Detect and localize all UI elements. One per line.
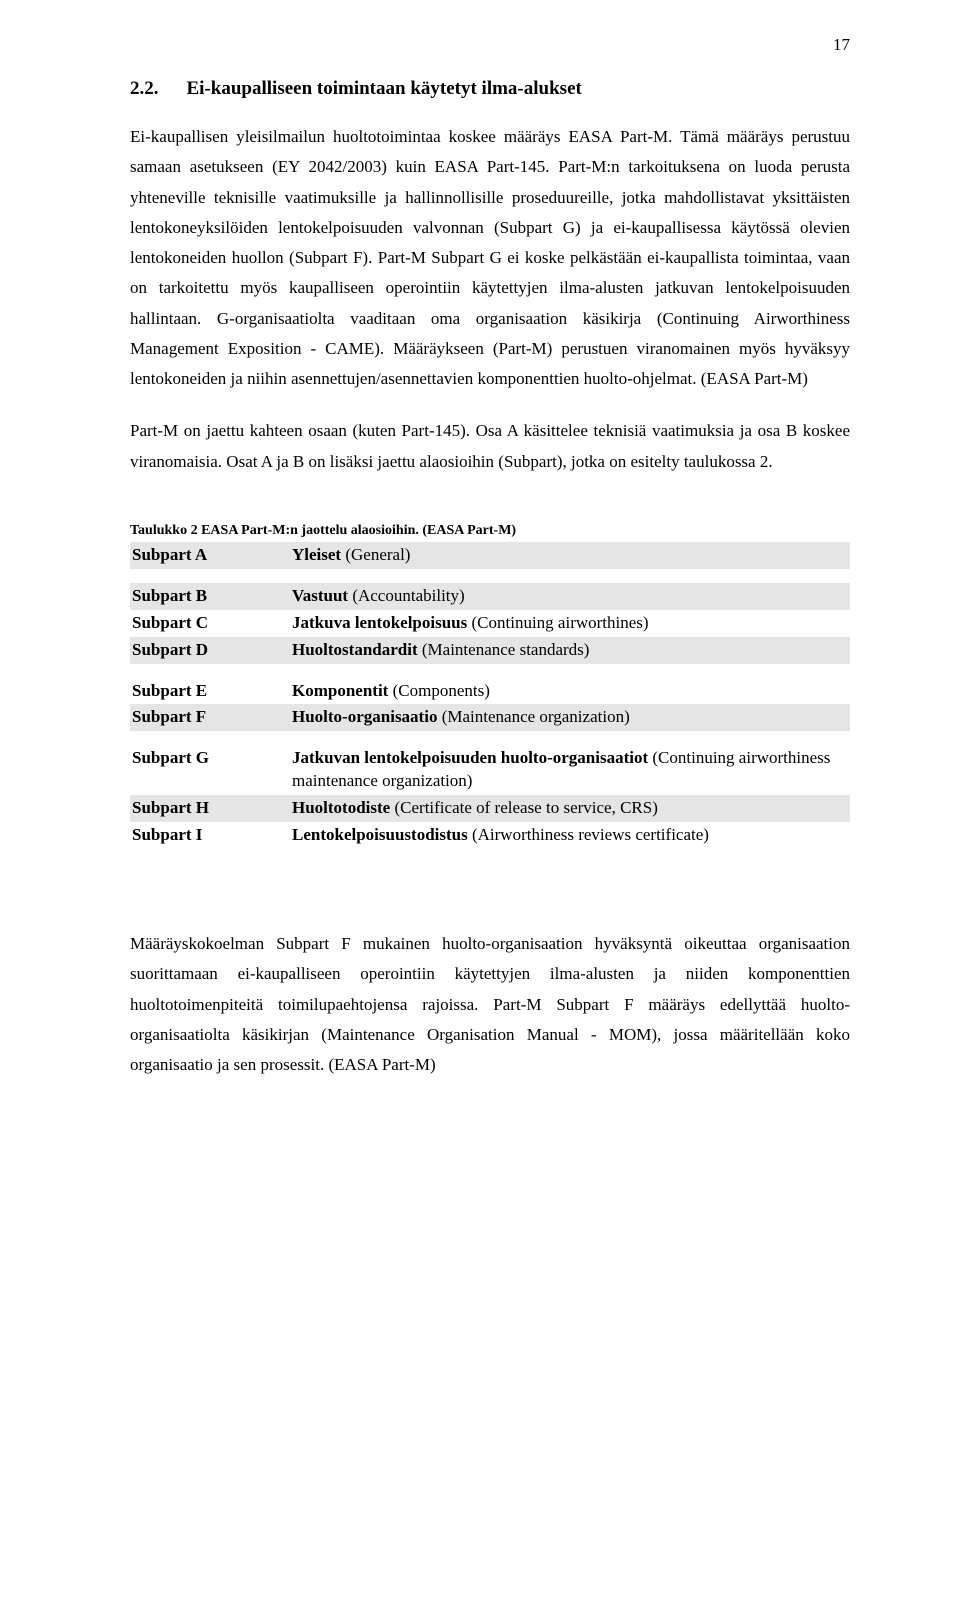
- subpart-label: Subpart A: [130, 542, 290, 569]
- subpart-label: Subpart H: [130, 795, 290, 822]
- table-row: Subpart ILentokelpoisuustodistus (Airwor…: [130, 822, 850, 849]
- paragraph-2: Part-M on jaettu kahteen osaan (kuten Pa…: [130, 416, 850, 477]
- paragraph-3: Määräyskokoelman Subpart F mukainen huol…: [130, 929, 850, 1080]
- section-title: Ei-kaupalliseen toimintaan käytetyt ilma…: [187, 78, 582, 99]
- subpart-label: Subpart D: [130, 637, 290, 664]
- subpart-description: Huoltostandardit (Maintenance standards): [290, 637, 850, 664]
- table-row: Subpart GJatkuvan lentokelpoisuuden huol…: [130, 745, 850, 795]
- table-row: Subpart EKomponentit (Components): [130, 678, 850, 705]
- subpart-description: Vastuut (Accountability): [290, 583, 850, 610]
- section-number: 2.2.: [130, 78, 159, 100]
- subpart-description: Jatkuvan lentokelpoisuuden huolto-organi…: [290, 745, 850, 795]
- subpart-label: Subpart I: [130, 822, 290, 849]
- subpart-description: Yleiset (General): [290, 542, 850, 569]
- subpart-description: Huoltotodiste (Certificate of release to…: [290, 795, 850, 822]
- subpart-description: Lentokelpoisuustodistus (Airworthiness r…: [290, 822, 850, 849]
- page-number: 17: [833, 35, 850, 55]
- section-heading: 2.2. Ei-kaupalliseen toimintaan käytetyt …: [130, 78, 850, 100]
- subpart-description: Huolto-organisaatio (Maintenance organiz…: [290, 704, 850, 731]
- table-row: Subpart FHuolto-organisaatio (Maintenanc…: [130, 704, 850, 731]
- table-row: Subpart HHuoltotodiste (Certificate of r…: [130, 795, 850, 822]
- table-row: Subpart CJatkuva lentokelpoisuus (Contin…: [130, 610, 850, 637]
- paragraph-1: Ei-kaupallisen yleisilmailun huoltotoimi…: [130, 122, 850, 394]
- table-caption: Taulukko 2 EASA Part-M:n jaottelu alaosi…: [130, 523, 850, 539]
- subpart-label: Subpart F: [130, 704, 290, 731]
- subpart-label: Subpart B: [130, 583, 290, 610]
- subpart-label: Subpart C: [130, 610, 290, 637]
- subparts-table: Subpart AYleiset (General)Subpart BVastu…: [130, 542, 850, 849]
- subpart-description: Jatkuva lentokelpoisuus (Continuing airw…: [290, 610, 850, 637]
- subpart-label: Subpart G: [130, 745, 290, 795]
- table-row: Subpart AYleiset (General): [130, 542, 850, 569]
- subpart-description: Komponentit (Components): [290, 678, 850, 705]
- subpart-label: Subpart E: [130, 678, 290, 705]
- table-row: Subpart DHuoltostandardit (Maintenance s…: [130, 637, 850, 664]
- table-row: Subpart BVastuut (Accountability): [130, 583, 850, 610]
